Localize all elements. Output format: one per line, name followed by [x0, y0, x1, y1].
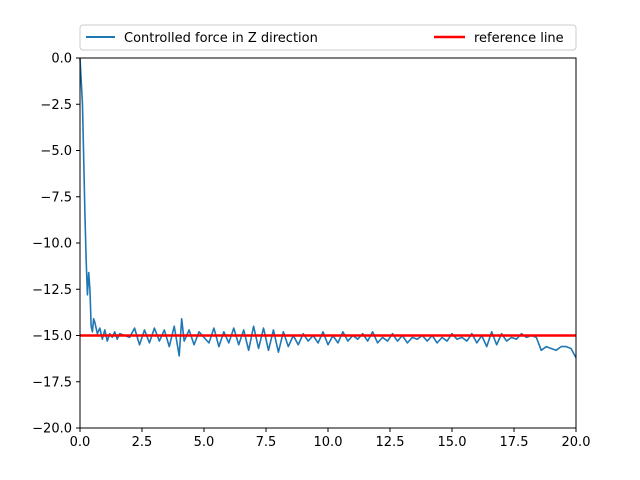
y-tick-label: −10.0	[32, 237, 72, 252]
y-tick-label: −20.0	[32, 422, 72, 437]
plot-area	[80, 58, 576, 428]
x-tick-label: 0.0	[70, 435, 91, 450]
x-tick-label: 5.0	[194, 435, 215, 450]
x-axis: 0.0 2.5 5.0 7.5 10.0 12.5 15.0 17.5 20.0	[70, 428, 591, 450]
y-tick-label: −2.5	[40, 98, 72, 113]
series-line-controlled-force-in-z-direction	[79, 57, 577, 359]
y-tick-label: −5.0	[40, 144, 72, 159]
x-tick-label: 12.5	[376, 435, 405, 450]
x-tick-label: 2.5	[132, 435, 153, 450]
legend: Controlled force in Z direction referenc…	[79, 24, 577, 51]
legend-label-reference-line: reference line	[474, 31, 564, 46]
x-tick-label: 17.5	[500, 435, 529, 450]
y-tick-label: −17.5	[32, 375, 72, 390]
y-axis: 0.0 −2.5 −5.0 −7.5 −10.0 −12.5 −15.0 −17.5 −20.0	[32, 52, 80, 437]
x-tick-label: 15.0	[438, 435, 467, 450]
y-tick-label: −15.0	[32, 329, 72, 344]
y-tick-label: −7.5	[40, 190, 72, 205]
y-tick-label: −12.5	[32, 283, 72, 298]
x-tick-label: 7.5	[256, 435, 277, 450]
series-layer	[79, 57, 577, 359]
y-tick-label: 0.0	[51, 52, 72, 67]
x-tick-label: 20.0	[562, 435, 591, 450]
legend-label-controlled-force: Controlled force in Z direction	[124, 31, 318, 46]
legend-box	[79, 24, 577, 51]
x-tick-label: 10.0	[314, 435, 343, 450]
